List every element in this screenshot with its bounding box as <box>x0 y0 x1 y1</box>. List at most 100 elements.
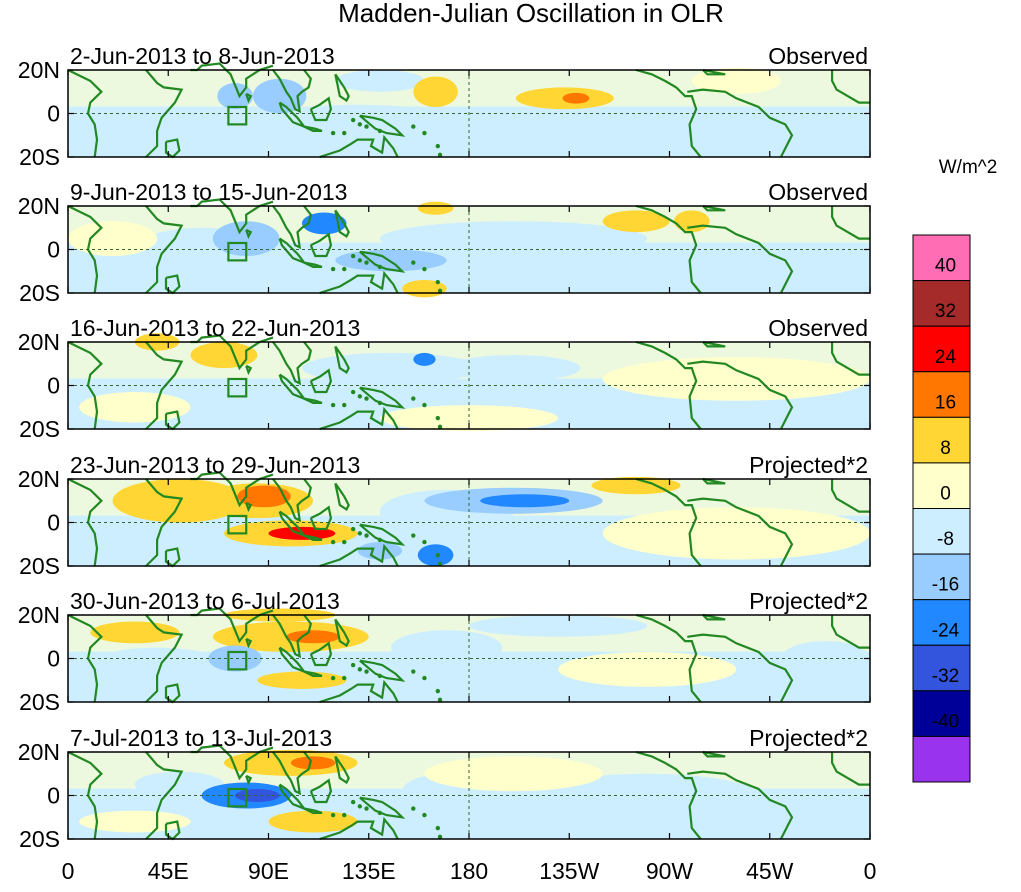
island-marker <box>350 526 356 532</box>
panel-4: 20N 0 20S 23-Jun-2013 to 29-Jun-2013 Project… <box>18 452 871 579</box>
coastline <box>272 69 312 114</box>
coastline <box>68 205 103 294</box>
coastline <box>145 478 184 567</box>
island-marker <box>357 804 363 809</box>
coastline <box>359 659 406 682</box>
island-marker <box>364 669 369 674</box>
island-marker <box>377 810 383 816</box>
coastline <box>635 477 702 567</box>
y-tick-label: 0 <box>47 373 60 399</box>
coastline <box>164 410 181 431</box>
y-tick-label: 20S <box>19 416 60 442</box>
island-marker <box>411 396 416 401</box>
x-tick-label: 45W <box>746 858 794 884</box>
island-marker <box>422 812 427 818</box>
anomaly-blob <box>79 392 191 423</box>
y-tick-label: 20S <box>19 826 60 852</box>
coastline <box>145 614 184 703</box>
colorbar-swatch <box>912 325 971 373</box>
coastline <box>68 69 103 158</box>
anomaly-blob <box>535 773 759 818</box>
coastline <box>190 62 274 99</box>
index-region-box <box>227 105 248 126</box>
coastline <box>245 637 253 649</box>
island-marker <box>342 130 347 136</box>
coastline <box>319 134 399 159</box>
colorbar-unit-label: W/m^2 <box>939 157 998 178</box>
coastline <box>319 816 399 841</box>
colorbar-swatch <box>912 371 971 418</box>
y-tick-label: 20N <box>18 329 60 355</box>
island-marker <box>364 533 369 538</box>
colorbar: W/m^2 -40 -32 -24 -16 -8 0 8 16 24 32 40 <box>912 157 998 783</box>
coastline <box>831 479 870 513</box>
anomaly-blob <box>413 352 436 366</box>
island-marker <box>422 130 427 136</box>
island-marker <box>342 402 347 408</box>
anomaly-blob <box>602 210 670 233</box>
island-marker <box>435 279 441 285</box>
island-marker <box>435 415 441 421</box>
island-marker <box>377 673 383 679</box>
index-region-box <box>227 377 248 398</box>
index-region-box <box>227 241 248 262</box>
island-marker <box>435 552 441 558</box>
coastline <box>319 543 399 568</box>
coastline <box>145 205 184 294</box>
coastline <box>164 547 181 568</box>
anomaly-blob <box>268 104 447 131</box>
coastline <box>687 633 794 703</box>
colorbar-level-label: 40 <box>935 256 956 277</box>
coastline <box>309 641 333 667</box>
coastline <box>309 368 333 394</box>
island-marker <box>377 128 383 134</box>
anomaly-blob <box>446 355 581 382</box>
anomaly-blob <box>673 210 710 233</box>
anomaly-blob <box>301 212 347 235</box>
island-marker <box>330 130 336 136</box>
coastline <box>334 482 350 511</box>
coastline <box>831 206 870 240</box>
island-marker <box>411 260 416 265</box>
y-tick-label: 20S <box>19 144 60 170</box>
index-region-box <box>227 514 248 535</box>
coastline <box>334 73 350 103</box>
island-marker <box>357 531 363 536</box>
anomaly-blob <box>134 771 224 798</box>
island-marker <box>437 561 443 567</box>
panel-kind-label: Projected*2 <box>749 452 868 478</box>
x-tick-label: 45E <box>148 858 189 884</box>
coastline <box>702 750 726 758</box>
panel-kind-label: Observed <box>768 179 868 205</box>
island-marker <box>435 825 441 831</box>
coastline <box>245 228 253 240</box>
anomaly-blob <box>417 201 454 215</box>
coastline <box>334 345 350 374</box>
coastline <box>164 820 181 841</box>
panel-period-label: 23-Jun-2013 to 29-Jun-2013 <box>70 452 360 478</box>
x-tick-label: 90E <box>248 858 289 884</box>
x-axis: 0 45E 90E 135E 180 135W 90W 45W 0 <box>62 858 877 884</box>
coastline <box>245 501 253 513</box>
colorbar-level-label: 32 <box>935 301 956 322</box>
coastline <box>145 69 184 158</box>
x-tick-label: 90W <box>646 858 694 884</box>
anomaly-blob <box>68 221 158 257</box>
anomaly-blob <box>335 249 447 272</box>
coastline <box>309 232 333 258</box>
anomaly-blob <box>417 544 454 566</box>
anomaly-blob <box>290 756 336 770</box>
coastline <box>702 477 726 485</box>
colorbar-level-label: 24 <box>935 347 957 368</box>
island-marker <box>364 396 369 401</box>
y-tick-label: 20N <box>18 466 60 492</box>
island-marker <box>377 264 383 270</box>
island-marker <box>411 533 416 538</box>
coastline <box>359 523 406 546</box>
island-marker <box>357 122 363 127</box>
anomaly-blob <box>468 615 648 637</box>
y-tick-label: 20S <box>19 689 60 715</box>
island-marker <box>350 253 356 259</box>
island-marker <box>437 152 443 158</box>
